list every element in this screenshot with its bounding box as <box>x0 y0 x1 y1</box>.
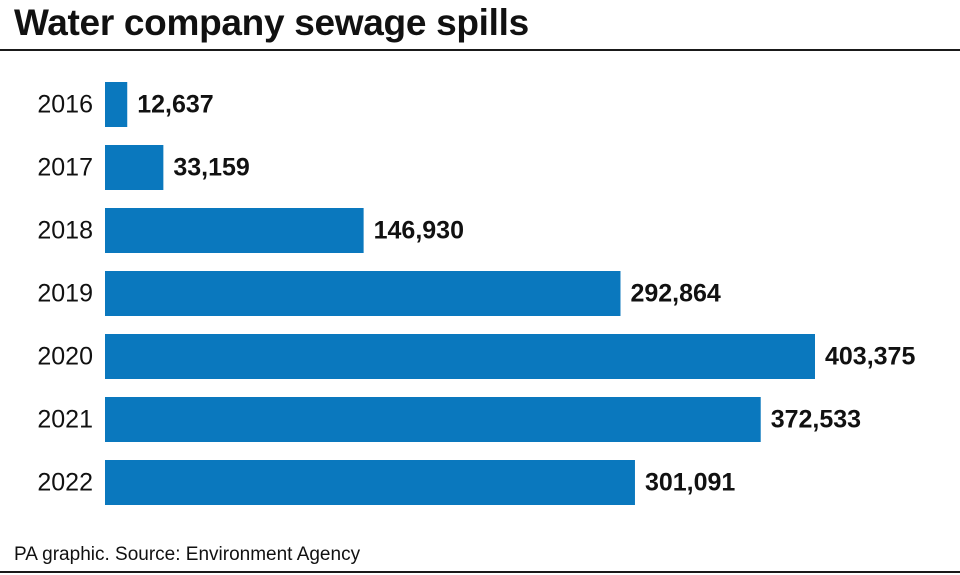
category-label: 2019 <box>37 280 93 308</box>
category-label: 2022 <box>37 469 93 497</box>
bar-2019 <box>105 271 621 316</box>
source-credit: PA graphic. Source: Environment Agency <box>14 544 361 565</box>
value-label: 301,091 <box>645 469 735 497</box>
bar-2018 <box>105 208 364 253</box>
category-label: 2020 <box>37 343 93 371</box>
category-label: 2018 <box>37 217 93 245</box>
bar-2022 <box>105 460 635 505</box>
title-divider <box>0 49 960 51</box>
category-label: 2021 <box>37 406 93 434</box>
value-label: 12,637 <box>137 91 213 119</box>
bar-2021 <box>105 397 761 442</box>
bar-2016 <box>105 82 128 127</box>
value-label: 372,533 <box>771 406 861 434</box>
chart-title: Water company sewage spills <box>14 2 529 43</box>
category-label: 2017 <box>37 154 93 182</box>
category-label: 2016 <box>37 91 93 119</box>
value-label: 403,375 <box>825 343 915 371</box>
bar-2017 <box>105 145 164 190</box>
value-label: 146,930 <box>374 217 464 245</box>
bar-chart: 2016 12,637 2017 33,159 2018 146,930 2019 292,8… <box>37 82 915 505</box>
bottom-divider <box>0 571 960 573</box>
value-label: 292,864 <box>630 280 720 308</box>
value-label: 33,159 <box>173 154 249 182</box>
bar-2020 <box>105 334 815 379</box>
